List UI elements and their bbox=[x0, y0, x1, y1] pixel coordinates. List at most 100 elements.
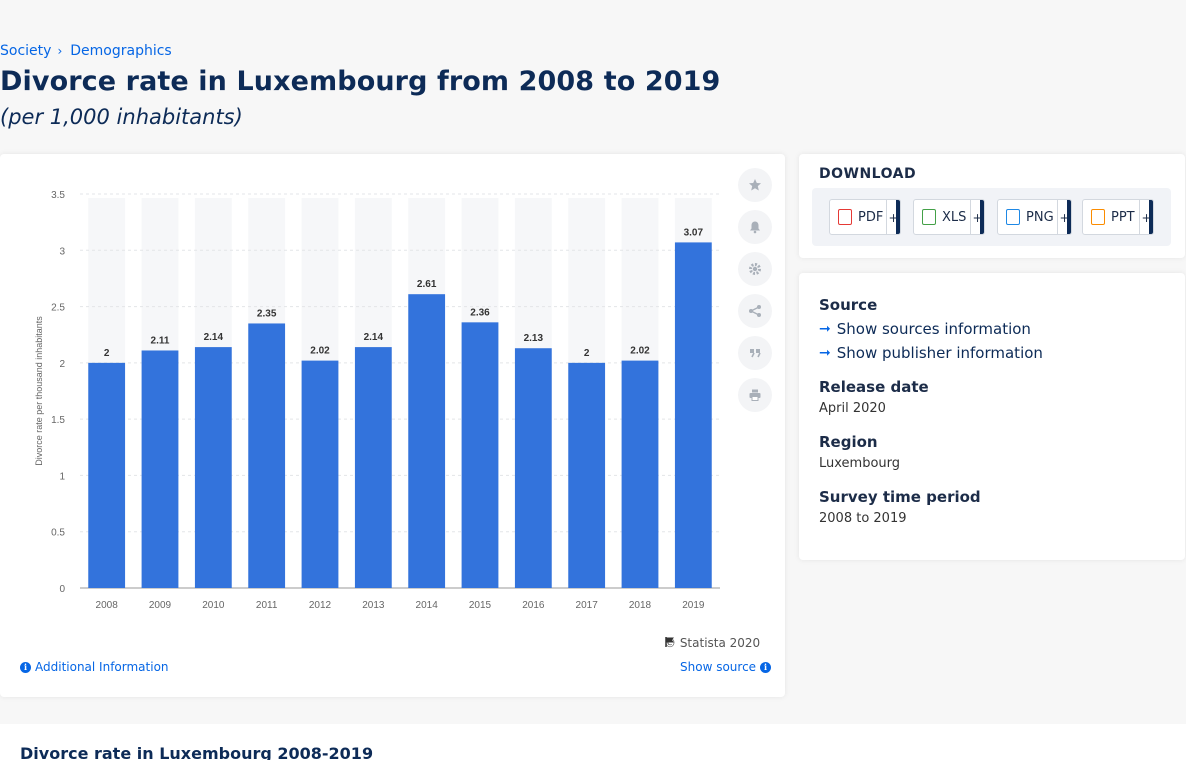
y-tick-label-3.5: 3.5 bbox=[51, 190, 65, 201]
download-pdf-plus[interactable]: + bbox=[886, 200, 900, 234]
bar-2009 bbox=[141, 350, 179, 588]
description-section: Divorce rate in Luxembourg 2008-2019 bbox=[0, 724, 1186, 760]
y-tick-label-3: 3 bbox=[59, 246, 65, 257]
bar-2018 bbox=[621, 360, 659, 588]
bar-2019 bbox=[674, 242, 712, 589]
download-xls-label: XLS bbox=[942, 209, 967, 225]
download-pdf-button[interactable]: PDF + bbox=[829, 199, 901, 235]
show-sources-link[interactable]: ➞ Show sources information bbox=[819, 320, 1031, 338]
y-tick-label-1: 1 bbox=[59, 471, 65, 482]
show-publisher-label: Show publisher information bbox=[836, 344, 1043, 362]
data-label-2019: 3.07 bbox=[684, 227, 704, 238]
ppt-file-icon bbox=[1091, 209, 1105, 225]
arrow-right-icon: ➞ bbox=[819, 345, 831, 361]
bar-2016 bbox=[514, 348, 552, 588]
download-panel: DOWNLOAD PDF + XLS + PNG + PPT + bbox=[799, 154, 1185, 258]
breadcrumb: Society › Demographics bbox=[0, 43, 172, 59]
xls-file-icon bbox=[922, 209, 936, 225]
data-label-2013: 2.14 bbox=[364, 332, 384, 343]
data-label-2015: 2.36 bbox=[470, 307, 490, 318]
arrow-right-icon: ➞ bbox=[819, 321, 831, 337]
y-tick-label-2.5: 2.5 bbox=[51, 303, 65, 314]
show-publisher-link[interactable]: ➞ Show publisher information bbox=[819, 344, 1043, 362]
source-heading: Source bbox=[819, 296, 878, 314]
download-png-label: PNG bbox=[1026, 209, 1054, 225]
y-tick-label-2: 2 bbox=[59, 359, 65, 370]
download-ppt-plus[interactable]: + bbox=[1139, 200, 1153, 234]
chart-toolbar bbox=[738, 168, 772, 412]
x-tick-label-2011: 2011 bbox=[256, 600, 278, 611]
data-label-2010: 2.14 bbox=[204, 332, 224, 343]
pdf-file-icon bbox=[838, 209, 852, 225]
bar-2015 bbox=[461, 322, 499, 588]
data-label-2011: 2.35 bbox=[257, 308, 277, 319]
info-icon: i bbox=[20, 661, 31, 673]
y-axis-label: Divorce rate per thousand inhabitants bbox=[34, 316, 44, 466]
bell-icon[interactable] bbox=[738, 210, 772, 244]
download-png-plus[interactable]: + bbox=[1057, 200, 1071, 234]
print-icon[interactable] bbox=[738, 378, 772, 412]
download-ppt-button[interactable]: PPT + bbox=[1082, 199, 1154, 235]
show-source-label: Show source bbox=[680, 660, 757, 674]
bar-2010 bbox=[194, 347, 232, 588]
share-icon[interactable] bbox=[738, 294, 772, 328]
region-value: Luxembourg bbox=[819, 456, 901, 471]
copyright: © Statista 2020 bbox=[664, 636, 760, 650]
x-tick-label-2015: 2015 bbox=[469, 600, 492, 611]
x-tick-label-2016: 2016 bbox=[522, 600, 545, 611]
bar-2008 bbox=[88, 362, 126, 588]
bar-chart: 0 0.5 1 1.5 2 2.5 3 3.5 2 2008 2.11 2009 2.14 2010 2.3… bbox=[34, 190, 720, 611]
description-title: Divorce rate in Luxembourg 2008-2019 bbox=[20, 744, 374, 760]
x-tick-label-2012: 2012 bbox=[309, 600, 332, 611]
survey-period-value: 2008 to 2019 bbox=[819, 511, 907, 526]
x-tick-label-2018: 2018 bbox=[629, 600, 652, 611]
data-label-2014: 2.61 bbox=[417, 279, 437, 290]
breadcrumb-society[interactable]: Society bbox=[0, 43, 52, 59]
download-png-button[interactable]: PNG + bbox=[997, 199, 1072, 235]
page-title: Divorce rate in Luxembourg from 2008 to … bbox=[0, 66, 721, 97]
info-icon: i bbox=[760, 661, 772, 673]
data-label-2016: 2.13 bbox=[524, 333, 544, 344]
data-label-2017: 2 bbox=[584, 348, 590, 359]
additional-information-link[interactable]: i Additional Information bbox=[20, 660, 169, 674]
region-heading: Region bbox=[819, 433, 878, 451]
star-icon[interactable] bbox=[738, 168, 772, 202]
x-tick-label-2008: 2008 bbox=[96, 600, 119, 611]
bar-2012 bbox=[301, 360, 339, 588]
download-pdf-label: PDF bbox=[858, 209, 884, 225]
bar-2011 bbox=[248, 323, 286, 588]
data-label-2012: 2.02 bbox=[310, 346, 330, 357]
x-tick-label-2013: 2013 bbox=[362, 600, 385, 611]
breadcrumb-demographics[interactable]: Demographics bbox=[70, 43, 172, 59]
data-label-2008: 2 bbox=[104, 348, 110, 359]
copyright-text: © Statista 2020 bbox=[664, 636, 761, 650]
download-bar: PDF + XLS + PNG + PPT + bbox=[812, 188, 1171, 246]
download-title: DOWNLOAD bbox=[819, 166, 917, 182]
show-source-link[interactable]: Show source i bbox=[680, 660, 772, 674]
x-tick-label-2019: 2019 bbox=[682, 600, 705, 611]
y-tick-label-0.5: 0.5 bbox=[51, 528, 65, 539]
statistic-details-panel: Source ➞ Show sources information ➞ Show… bbox=[799, 273, 1185, 560]
x-tick-label-2014: 2014 bbox=[416, 600, 439, 611]
download-xls-button[interactable]: XLS + bbox=[913, 199, 985, 235]
release-date-heading: Release date bbox=[819, 378, 929, 396]
flag-icon[interactable] bbox=[664, 636, 676, 648]
data-label-2018: 2.02 bbox=[630, 346, 650, 357]
bar-2013 bbox=[354, 347, 392, 588]
y-tick-label-1.5: 1.5 bbox=[51, 415, 65, 426]
release-date-value: April 2020 bbox=[819, 401, 886, 416]
x-tick-label-2009: 2009 bbox=[149, 600, 172, 611]
show-sources-label: Show sources information bbox=[836, 320, 1031, 338]
breadcrumb-separator: › bbox=[57, 44, 63, 58]
data-label-2009: 2.11 bbox=[151, 335, 170, 346]
gear-icon[interactable] bbox=[738, 252, 772, 286]
png-file-icon bbox=[1006, 209, 1020, 225]
chart-card: 0 0.5 1 1.5 2 2.5 3 3.5 2 2008 2.11 2009 2.14 2010 2.3… bbox=[0, 154, 785, 697]
download-xls-plus[interactable]: + bbox=[970, 200, 984, 234]
page-subtitle: (per 1,000 inhabitants) bbox=[0, 105, 243, 129]
quote-icon[interactable] bbox=[738, 336, 772, 370]
download-ppt-label: PPT bbox=[1111, 209, 1135, 225]
x-tick-label-2010: 2010 bbox=[202, 600, 225, 611]
y-tick-label-0: 0 bbox=[59, 584, 65, 595]
x-tick-label-2017: 2017 bbox=[576, 600, 599, 611]
